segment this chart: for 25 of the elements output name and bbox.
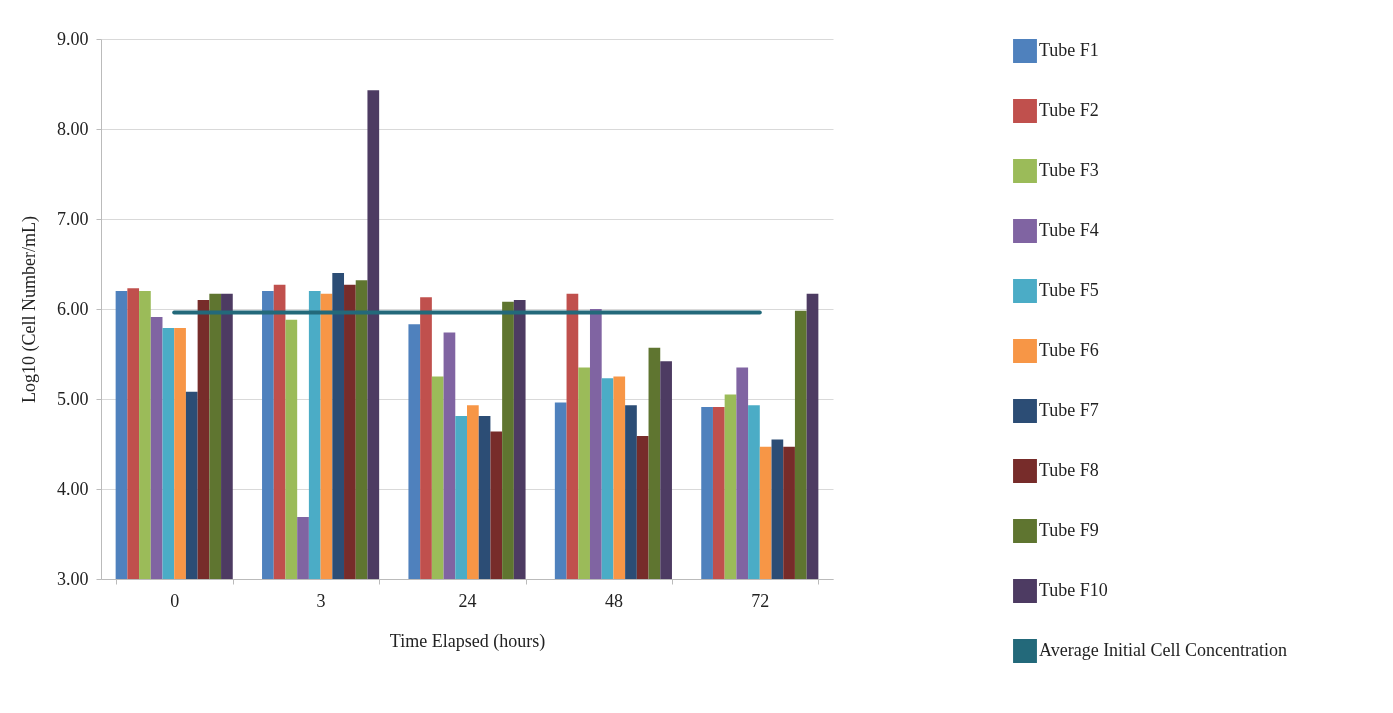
x-tick-label: 0 bbox=[170, 590, 180, 611]
legend-label: Tube F1 bbox=[1039, 40, 1099, 60]
y-axis-title: Log10 (Cell Number/mL) bbox=[19, 216, 40, 403]
y-tick-label: 6.00 bbox=[57, 298, 89, 319]
legend-label: Tube F6 bbox=[1039, 340, 1099, 360]
legend-label: Tube F5 bbox=[1039, 280, 1099, 300]
x-tick-label: 24 bbox=[458, 590, 477, 611]
legend-label: Tube F2 bbox=[1039, 100, 1099, 120]
legend-label: Tube F9 bbox=[1039, 520, 1099, 540]
y-tick-label: 9.00 bbox=[57, 28, 89, 49]
y-tick-label: 3.00 bbox=[57, 568, 89, 589]
legend-label: Tube F10 bbox=[1039, 580, 1108, 600]
x-tick-label: 48 bbox=[604, 590, 623, 611]
legend-label: Average Initial Cell Concentration bbox=[1039, 640, 1288, 660]
x-tick-label: 72 bbox=[751, 590, 770, 611]
x-axis-title: Time Elapsed (hours) bbox=[389, 630, 546, 652]
legend-label: Tube F8 bbox=[1039, 460, 1099, 480]
y-tick-label: 7.00 bbox=[57, 208, 89, 229]
x-tick-label: 3 bbox=[316, 590, 326, 611]
legend-label: Tube F7 bbox=[1039, 400, 1099, 420]
legend-label: Tube F3 bbox=[1039, 160, 1099, 180]
legend-label: Tube F4 bbox=[1039, 220, 1099, 240]
y-tick-label: 4.00 bbox=[57, 478, 89, 499]
y-tick-label: 8.00 bbox=[57, 118, 89, 139]
y-tick-label: 5.00 bbox=[57, 388, 89, 409]
